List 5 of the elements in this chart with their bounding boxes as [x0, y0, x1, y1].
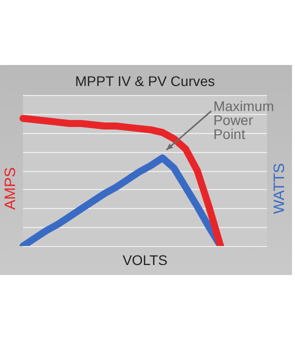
- y2-axis-title: WATTS: [271, 163, 288, 214]
- y-axis-title: AMPS: [2, 167, 20, 210]
- chart-title: MPPT IV & PV Curves: [75, 72, 215, 89]
- annotation: Maximum Power Point: [213, 98, 274, 142]
- x-axis-title: VOLTS: [122, 252, 168, 268]
